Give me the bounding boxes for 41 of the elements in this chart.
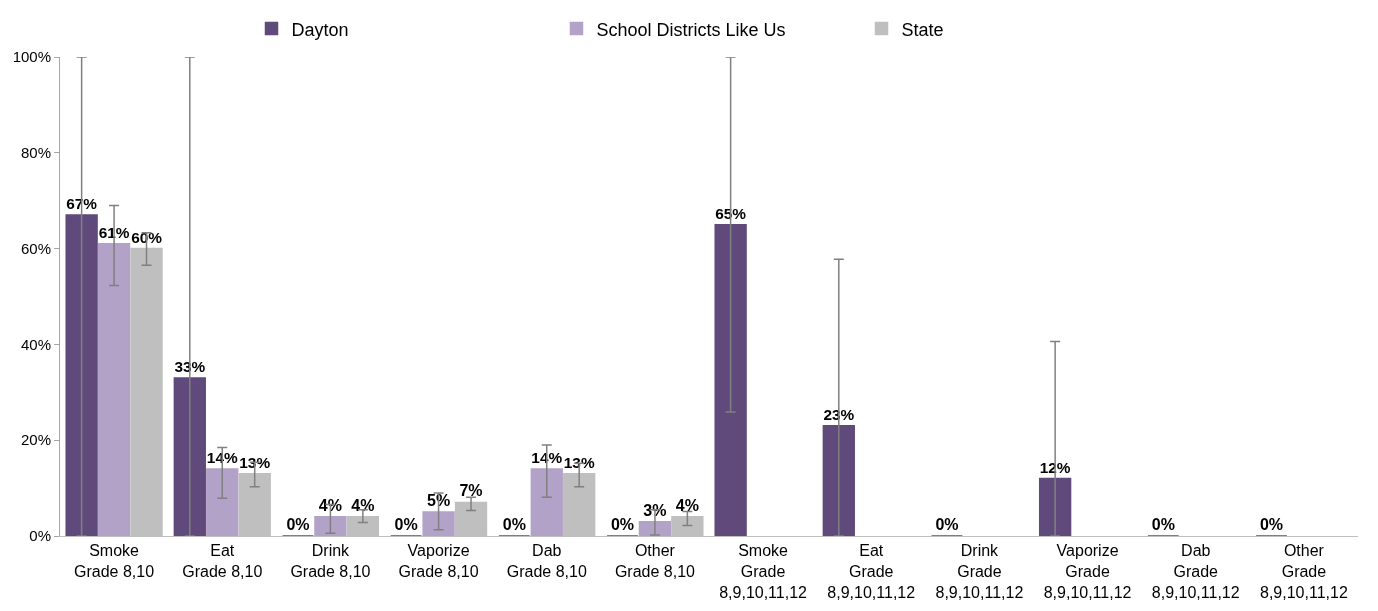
data-label: 4% [675, 496, 699, 514]
data-label: 3% [643, 501, 667, 519]
data-label: 61% [98, 223, 130, 241]
data-label: 0% [1259, 516, 1284, 533]
y-tick-label: 0% [29, 527, 51, 545]
y-tick-label: 60% [20, 239, 51, 257]
x-tick-label: Vaporize Grade 8,10 [398, 542, 479, 580]
legend-label: School Districts Like Us [596, 19, 786, 40]
data-label: 0% [502, 516, 526, 533]
legend-label: Dayton [291, 19, 349, 40]
data-label: 12% [1039, 458, 1071, 476]
data-label: 13% [563, 453, 595, 471]
data-label: 23% [823, 405, 855, 423]
legend-label: State [901, 19, 944, 40]
data-label: 0% [610, 516, 635, 533]
data-label: 65% [715, 204, 747, 222]
x-tick-label: Drink Grade 8,9,10,11,12 [935, 542, 1024, 601]
data-label: 0% [394, 516, 418, 533]
x-tick-label: Dab Grade 8,10 [506, 542, 587, 580]
y-tick-label: 40% [20, 335, 51, 353]
data-label: 0% [286, 516, 310, 533]
x-tick-label: Dab Grade 8,9,10,11,12 [1151, 542, 1240, 601]
data-label: 4% [318, 496, 342, 514]
data-label: 5% [427, 492, 451, 510]
y-tick-label: 100% [12, 48, 51, 66]
y-tick-label: 20% [20, 431, 51, 449]
data-label: 67% [66, 195, 98, 213]
data-label: 0% [935, 516, 959, 533]
x-tick-label: Drink Grade 8,10 [290, 542, 371, 580]
x-tick-label: Smoke Grade 8,10 [74, 542, 155, 580]
x-tick-label: Smoke Grade 8,9,10,11,12 [719, 542, 808, 601]
data-label: 4% [351, 496, 375, 514]
data-label: 33% [174, 358, 206, 376]
y-tick-label: 80% [20, 144, 51, 162]
data-label: 0% [1151, 516, 1175, 533]
x-tick-label: Other Grade 8,10 [614, 542, 696, 580]
data-label: 7% [459, 482, 483, 500]
x-tick-label: Vaporize Grade 8,9,10,11,12 [1043, 542, 1132, 601]
x-tick-label: Eat Grade 8,10 [182, 542, 263, 580]
x-tick-label: Other Grade 8,9,10,11,12 [1260, 542, 1348, 601]
x-tick-label: Eat Grade 8,9,10,11,12 [827, 542, 916, 601]
